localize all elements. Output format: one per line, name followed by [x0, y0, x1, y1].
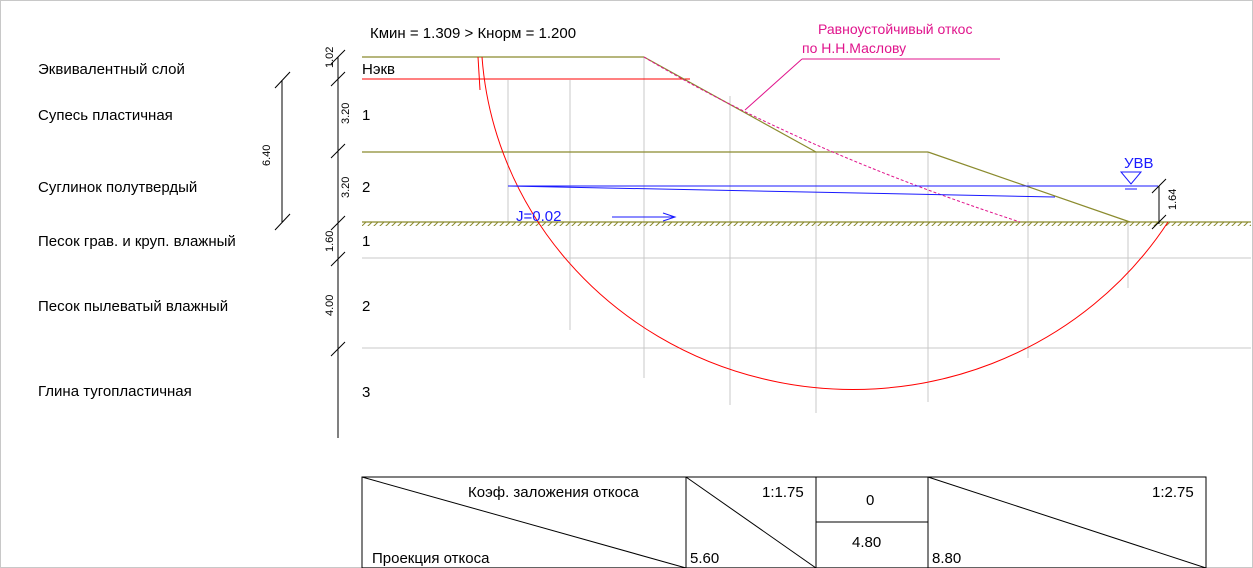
layer-name-gravel-sand: Песок грав. и круп. влажный — [38, 233, 236, 250]
equal-stability-slope-curve — [643, 56, 1021, 223]
slope-projection-3: 8.80 — [932, 550, 961, 567]
water-level-label: УВВ — [1124, 155, 1154, 172]
total-thickness-label: 6.40 — [261, 145, 273, 166]
layer-num-clay: 3 — [362, 384, 370, 401]
slice-gridlines — [507, 57, 1129, 413]
ground-hatching — [362, 222, 1251, 226]
slope-profile — [362, 56, 1251, 223]
layer-num-silty-sand: 2 — [362, 298, 370, 315]
water-height-dimension — [1151, 178, 1167, 230]
thickness-equivalent: 1.02 — [324, 47, 336, 68]
layer-name-equivalent: Эквивалентный слой — [38, 61, 185, 78]
subsoil-boundaries — [362, 257, 1251, 349]
layer-thickness-dimension — [330, 49, 346, 438]
water-height-label: 1.64 — [1167, 189, 1179, 210]
layer-name-clay: Глина тугопластичная — [38, 383, 192, 400]
thickness-gravel-sand: 1.60 — [324, 231, 336, 252]
hydraulic-gradient-label: J=0.02 — [516, 208, 561, 225]
layer-num-equivalent: Нэкв — [362, 61, 395, 78]
slope-table — [361, 476, 1207, 568]
annotation-line-1: Равноустойчивый откос — [818, 21, 972, 37]
layer-names: Эквивалентный слой Супесь пластичная Суг… — [38, 61, 236, 400]
water-level — [507, 171, 1158, 222]
annotation-line-2: по Н.Н.Маслову — [802, 40, 906, 56]
annotation-leader — [744, 58, 803, 111]
layer-name-loam: Суглинок полутвердый — [38, 179, 197, 196]
layer-name-sandy-loam: Супесь пластичная — [38, 107, 173, 124]
thickness-loam: 3.20 — [340, 177, 352, 198]
layer-num-loam: 2 — [362, 179, 370, 196]
table-header-label: Коэф. заложения откоса — [468, 484, 640, 501]
slip-crack-line — [477, 56, 481, 91]
slope-ratio-2: 0 — [866, 492, 874, 509]
table-footer-label: Проекция откоса — [372, 550, 490, 567]
layer-num-gravel-sand: 1 — [362, 233, 370, 250]
slope-projection-2: 4.80 — [852, 534, 881, 551]
layer-numbers: Нэкв 1 2 1 2 3 — [362, 61, 395, 401]
thickness-sandy-loam: 3.20 — [340, 103, 352, 124]
slope-ratio-3: 1:2.75 — [1152, 484, 1194, 501]
slope-ratio-1: 1:1.75 — [762, 484, 804, 501]
slope-projection-1: 5.60 — [690, 550, 719, 567]
layer-num-sandy-loam: 1 — [362, 107, 370, 124]
stability-coefficient-text: Кмин = 1.309 > Кнорм = 1.200 — [370, 25, 576, 42]
total-thickness-dimension — [274, 71, 291, 231]
slip-circle-arc — [481, 56, 1169, 390]
layer-name-silty-sand: Песок пылеватый влажный — [38, 298, 228, 315]
thickness-silty-sand: 4.00 — [324, 295, 336, 316]
